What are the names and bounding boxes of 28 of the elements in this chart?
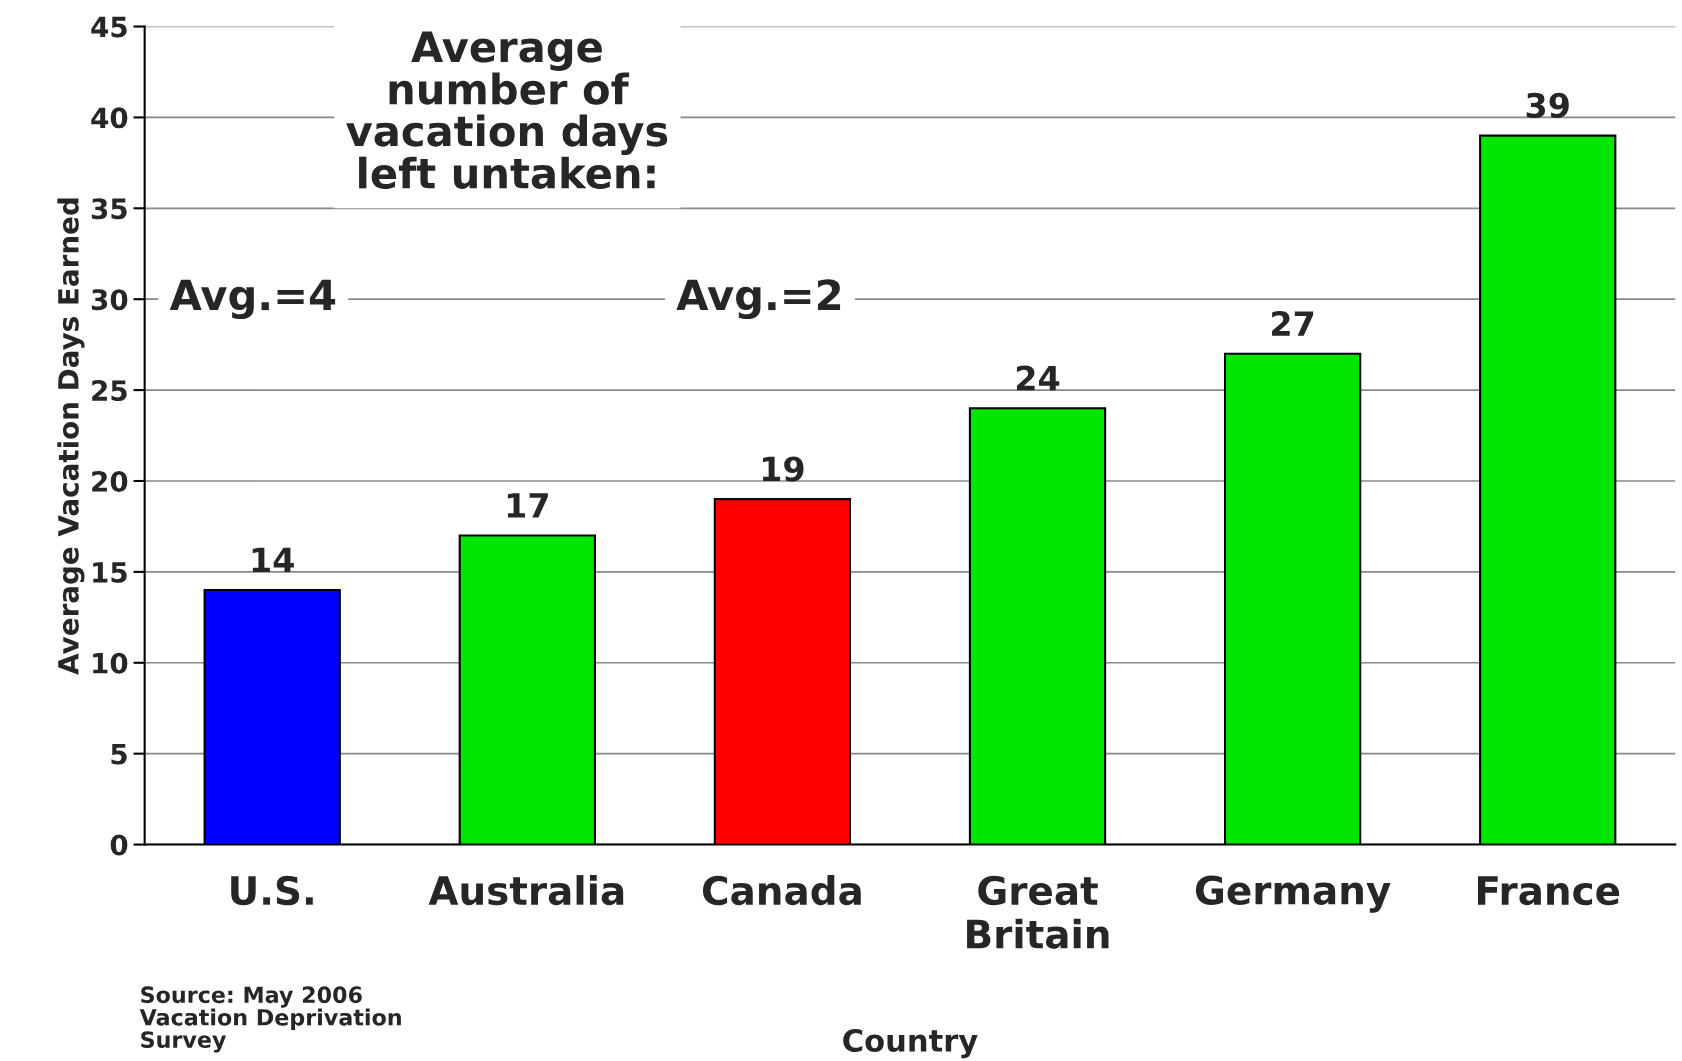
annotation: Avg.=4 [169,279,336,320]
data-label: 24 [1016,365,1060,391]
y-tick-label: 20 [92,470,128,492]
y-tick-label: 5 [111,743,127,765]
y-tick-label: 45 [91,16,127,38]
y-tick-label: 0 [110,834,128,856]
annotation: Average number of vacation days left untaken: [346,31,668,189]
y-axis-title: Average Vacation Days Earned [57,198,85,675]
x-tick-label: U.S. [231,875,313,906]
y-tick-label: 30 [91,289,128,311]
x-axis-title: Country [843,1028,978,1059]
y-tick-label: 15 [93,562,127,583]
data-label: 14 [252,547,294,573]
y-tick-label: 10 [93,652,128,674]
x-tick-label: France [1477,876,1620,906]
x-tick-label: Germany [1195,875,1391,913]
data-label: 19 [762,456,804,482]
source-note: Source: May 2006 Vacation Deprivation Survey [139,986,401,1053]
y-tick-label: 35 [91,198,127,220]
annotation: Avg.=2 [676,279,841,320]
x-tick-label: Australia [428,875,624,906]
x-tick-label: Great Britain [967,875,1109,949]
y-tick-label: 40 [91,107,128,129]
x-tick-label: Canada [702,875,861,906]
data-label: 27 [1272,310,1314,336]
data-label: 17 [507,493,548,518]
y-tick-label: 25 [92,380,127,402]
data-label: 39 [1526,92,1569,119]
